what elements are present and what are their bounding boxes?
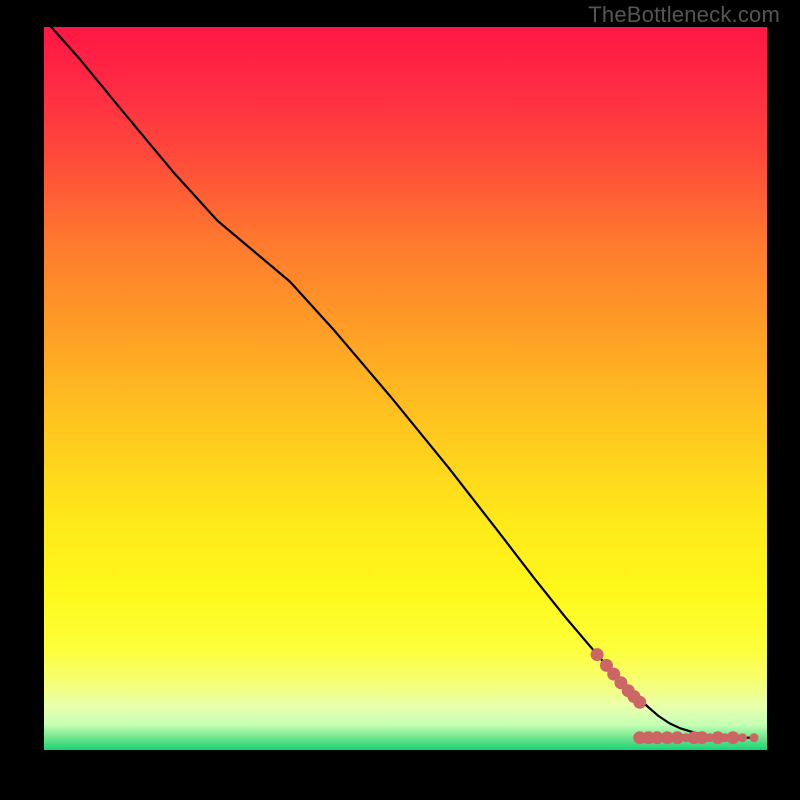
chart-frame: { "attribution": "TheBottleneck.com", "a…	[0, 0, 800, 800]
marker-point	[738, 733, 747, 742]
main-curve-line	[51, 27, 756, 738]
curve-layer	[44, 27, 767, 750]
marker-group	[591, 648, 759, 744]
marker-point	[727, 731, 740, 744]
marker-point	[749, 733, 758, 742]
plot-area	[44, 27, 767, 750]
marker-point	[591, 648, 604, 661]
marker-point	[633, 696, 646, 709]
attribution-text: TheBottleneck.com	[588, 2, 780, 28]
